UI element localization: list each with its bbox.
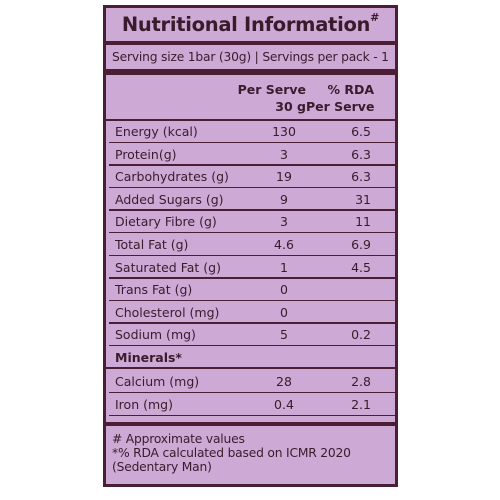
per-serve-value: 3 xyxy=(280,146,288,162)
title-divider xyxy=(106,41,395,45)
nutrient-label: Carbohydrates (g) xyxy=(115,169,229,185)
row-divider xyxy=(109,209,395,211)
rda-value: 31 xyxy=(355,191,371,207)
table-row: Cholesterol (mg) 0 xyxy=(109,303,395,324)
minerals-divider xyxy=(106,367,395,369)
per-serve-value: 9 xyxy=(280,191,288,207)
col-per-serve-header: Per Serve 30 g xyxy=(234,81,306,115)
rda-value: 4.5 xyxy=(351,259,371,275)
per-serve-value: 0 xyxy=(280,282,288,298)
table-row: Added Sugars (g) 9 31 xyxy=(109,190,395,211)
row-divider xyxy=(109,391,395,393)
serving-info: Serving size 1bar (30g) | Servings per p… xyxy=(112,50,389,64)
rda-value: 6.9 xyxy=(351,237,371,252)
table-row: Sodium (mg) 5 0.2 xyxy=(109,325,395,347)
per-serve-value: 0.4 xyxy=(274,397,294,412)
row-divider xyxy=(109,277,395,279)
nutrient-label: Trans Fat (g) xyxy=(115,282,193,298)
nutrient-label: Saturated Fat (g) xyxy=(115,259,221,275)
col-rda-line2: Per Serve xyxy=(306,99,375,114)
rda-value: 2.1 xyxy=(351,397,371,412)
col-per-serve-line2: 30 g xyxy=(275,99,306,114)
nutrition-title: Nutritional Information# xyxy=(106,8,395,40)
minerals-heading: Minerals* xyxy=(115,350,182,365)
nutrient-label: Protein(g) xyxy=(115,146,177,162)
row-divider xyxy=(109,344,395,347)
table-row: Dietary Fibre (g) 3 11 xyxy=(109,212,395,234)
footnote-rda-basis: *% RDA calculated based on ICMR 2020 xyxy=(112,446,351,460)
col-per-serve-line1: Per Serve xyxy=(237,82,306,97)
footnote-sedentary: (Sedentary Man) xyxy=(112,460,212,474)
table-row: Trans Fat (g) 0 xyxy=(109,280,395,302)
nutrient-label: Dietary Fibre (g) xyxy=(115,214,217,230)
col-rda-line1: % RDA xyxy=(327,82,374,97)
table-row: Iron (mg) 0.4 2.1 xyxy=(109,395,395,416)
nutrient-label: Energy (kcal) xyxy=(115,124,198,139)
table-row: Energy (kcal) 130 6.5 xyxy=(109,122,395,143)
row-divider xyxy=(109,164,395,166)
rda-value: 0.2 xyxy=(351,327,371,343)
nutrient-label: Sodium (mg) xyxy=(115,327,196,343)
nutrient-label: Cholesterol (mg) xyxy=(115,304,220,320)
per-serve-value: 28 xyxy=(276,374,292,389)
row-divider xyxy=(109,231,395,234)
rda-value: 6.3 xyxy=(351,169,371,185)
rda-value: 2.8 xyxy=(351,374,371,389)
row-divider xyxy=(109,322,395,324)
col-rda-header: % RDA Per Serve xyxy=(306,81,374,115)
row-divider xyxy=(109,254,395,256)
per-serve-value: 5 xyxy=(280,327,288,343)
per-serve-value: 130 xyxy=(272,124,296,139)
rda-value: 6.3 xyxy=(351,146,371,162)
table-row: Total Fat (g) 4.6 6.9 xyxy=(109,235,395,256)
footnote-approx: # Approximate values xyxy=(112,432,245,446)
per-serve-value: 4.6 xyxy=(274,237,294,252)
row-divider xyxy=(109,141,395,143)
table-row: Saturated Fat (g) 1 4.5 xyxy=(109,258,395,279)
row-divider xyxy=(109,414,395,416)
nutrient-label: Added Sugars (g) xyxy=(115,191,224,207)
table-row: Carbohydrates (g) 19 6.3 xyxy=(109,167,395,189)
per-serve-value: 19 xyxy=(276,169,292,185)
serving-divider xyxy=(106,69,395,75)
row-divider xyxy=(109,186,395,189)
nutrient-label: Iron (mg) xyxy=(115,397,173,412)
title-text: Nutritional Information xyxy=(121,13,371,36)
table-row: Calcium (mg) 28 2.8 xyxy=(109,372,395,393)
per-serve-value: 1 xyxy=(280,259,288,275)
header-divider xyxy=(106,119,395,121)
nutrient-label: Total Fat (g) xyxy=(115,237,189,252)
footnote-divider xyxy=(106,422,395,426)
per-serve-value: 3 xyxy=(280,214,288,230)
table-row: Protein(g) 3 6.3 xyxy=(109,145,395,166)
rda-value: 11 xyxy=(355,214,371,230)
nutrition-label-panel: Nutritional Information# Serving size 1b… xyxy=(103,5,398,487)
nutrient-label: Calcium (mg) xyxy=(115,374,200,389)
row-divider xyxy=(109,299,395,302)
per-serve-value: 0 xyxy=(280,304,288,320)
title-footnote-mark: # xyxy=(370,11,380,24)
rda-value: 6.5 xyxy=(351,124,371,139)
